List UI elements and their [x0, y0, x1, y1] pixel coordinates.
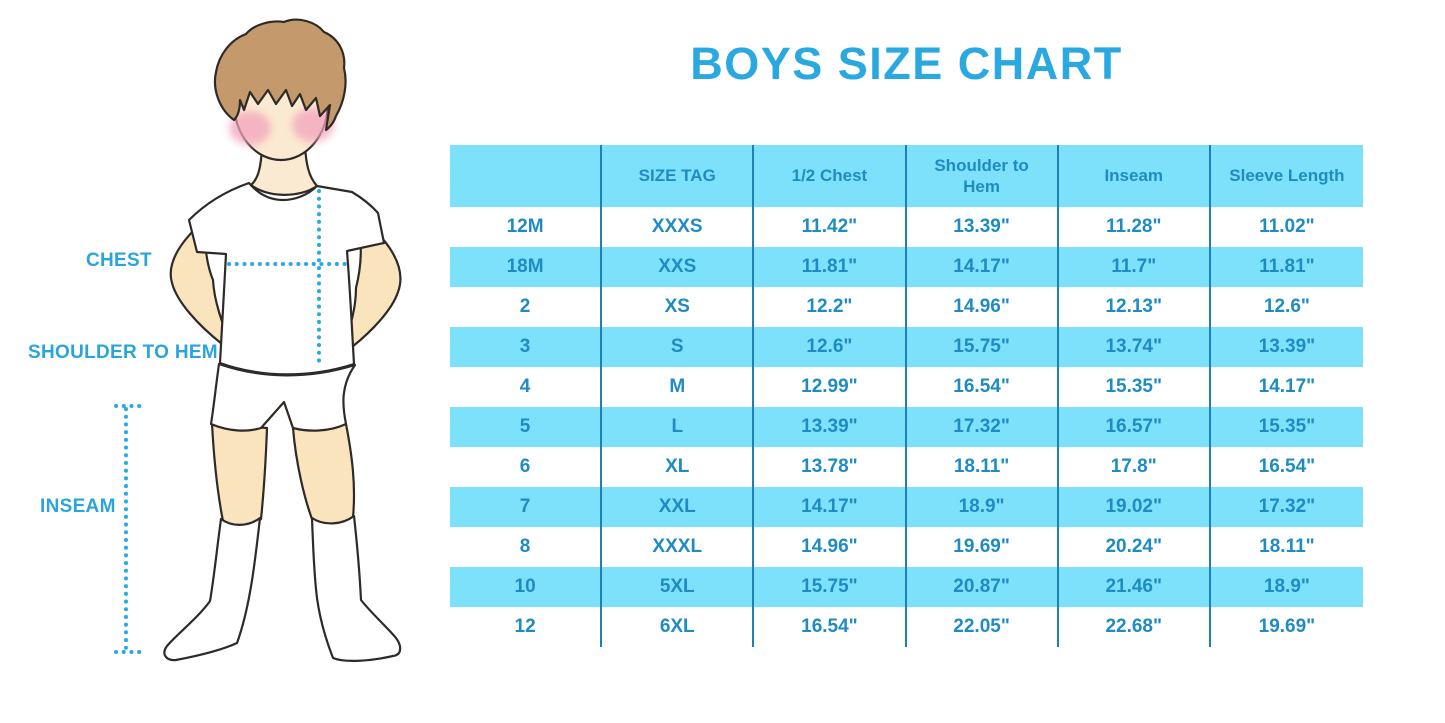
value-cell: 20.24" — [1059, 527, 1211, 567]
value-cell: 22.68" — [1059, 607, 1211, 647]
value-cell: XXXL — [602, 527, 755, 567]
value-cell: 11.28" — [1059, 207, 1211, 247]
value-cell: 16.54" — [907, 367, 1059, 407]
boy-left-sock — [163, 516, 262, 662]
value-cell: 13.74" — [1059, 327, 1211, 367]
value-cell: 6XL — [602, 607, 755, 647]
table-row: 12M XXXS 11.42" 13.39" 11.28" 11.02" — [450, 207, 1363, 247]
value-cell: 16.57" — [1059, 407, 1211, 447]
table-row: 5 L 13.39" 17.32" 16.57" 15.35" — [450, 407, 1363, 447]
boy-left-leg — [210, 422, 269, 528]
value-cell: 5XL — [602, 567, 755, 607]
value-cell: XXXS — [602, 207, 755, 247]
value-cell: 16.54" — [754, 607, 907, 647]
size-cell: 7 — [450, 487, 603, 527]
size-cell: 3 — [450, 327, 603, 367]
value-cell: 14.17" — [754, 487, 907, 527]
value-cell: 18.9" — [907, 487, 1059, 527]
table-row: 2 XS 12.2" 14.96" 12.13" 12.6" — [450, 287, 1363, 327]
value-cell: 17.32" — [1258, 496, 1316, 517]
value-cell: 15.75" — [754, 567, 907, 607]
size-cell: 12M — [450, 207, 603, 247]
shoulder-to-hem-label: SHOULDER TO HEM — [28, 342, 218, 363]
size-cell: 8 — [450, 527, 603, 567]
value-cell: 20.87" — [907, 567, 1059, 607]
boy-right-leg — [291, 422, 356, 525]
value-cell: 12.2" — [754, 287, 907, 327]
value-cell: S — [602, 327, 755, 367]
value-cell: 19.02" — [1059, 487, 1211, 527]
header-cell: 1/2 Chest — [754, 145, 907, 207]
value-cell: XXL — [602, 487, 755, 527]
size-cell: 4 — [450, 367, 603, 407]
value-cell: 18.11" — [1259, 536, 1315, 557]
header-cell: Inseam — [1059, 145, 1211, 207]
inseam-label: INSEAM — [40, 496, 116, 517]
value-cell: 15.75" — [907, 327, 1059, 367]
value-cell: 17.32" — [907, 407, 1059, 447]
boy-illustration — [114, 18, 402, 662]
value-cell: 18.9" — [1263, 576, 1310, 597]
value-cell: 14.17" — [907, 247, 1059, 287]
value-cell: 11.7" — [1059, 247, 1211, 287]
size-cell: 2 — [450, 287, 603, 327]
value-cell: 15.35" — [1059, 367, 1211, 407]
value-cell: XS — [602, 287, 755, 327]
value-cell: 19.69" — [1258, 616, 1316, 637]
value-cell: 16.54" — [1258, 456, 1316, 477]
value-cell: 13.39" — [1258, 336, 1316, 357]
value-cell: 11.81" — [754, 247, 907, 287]
size-cell: 5 — [450, 407, 603, 447]
value-cell: 13.39" — [754, 407, 907, 447]
header-cell: SIZE TAG — [602, 145, 755, 207]
size-cell: 18M — [450, 247, 603, 287]
value-cell: 14.17" — [1258, 376, 1316, 397]
value-cell: 11.42" — [754, 207, 907, 247]
value-cell: L — [602, 407, 755, 447]
table-row: 12 6XL 16.54" 22.05" 22.68" 19.69" — [450, 607, 1363, 647]
boy-right-sock — [310, 514, 402, 662]
table-row: 10 5XL 15.75" 20.87" 21.46" 18.9" — [450, 567, 1363, 607]
table-row: 18M XXS 11.81" 14.17" 11.7" 11.81" — [450, 247, 1363, 287]
size-cell: 10 — [450, 567, 603, 607]
value-cell: XXS — [602, 247, 755, 287]
header-cell: Shoulder to Hem — [907, 145, 1059, 207]
header-cell: Sleeve Length — [1229, 166, 1345, 186]
boy-blush-right — [292, 108, 334, 142]
boy-blush-left — [229, 111, 271, 145]
table-row: 7 XXL 14.17" 18.9" 19.02" 17.32" — [450, 487, 1363, 527]
value-cell: 11.81" — [1259, 256, 1315, 277]
table-header-row: SIZE TAG 1/2 Chest Shoulder to Hem Inseam Sl… — [450, 145, 1363, 207]
value-cell: M — [602, 367, 755, 407]
value-cell: 18.11" — [907, 447, 1059, 487]
table-row: 3 S 12.6" 15.75" 13.74" 13.39" — [450, 327, 1363, 367]
boy-tshirt — [187, 181, 386, 376]
size-chart-table: SIZE TAG 1/2 Chest Shoulder to Hem Inseam Sl… — [450, 145, 1363, 647]
value-cell: XL — [602, 447, 755, 487]
value-cell: 21.46" — [1059, 567, 1211, 607]
boy-hair — [213, 18, 347, 132]
value-cell: 14.96" — [907, 287, 1059, 327]
value-cell: 12.6" — [1263, 296, 1310, 317]
table-row: 6 XL 13.78" 18.11" 17.8" 16.54" — [450, 447, 1363, 487]
value-cell: 17.8" — [1059, 447, 1211, 487]
value-cell: 13.39" — [907, 207, 1059, 247]
value-cell: 19.69" — [907, 527, 1059, 567]
size-cell: 12 — [450, 607, 603, 647]
value-cell: 22.05" — [907, 607, 1059, 647]
page-title: BOYS SIZE CHART — [690, 38, 1123, 89]
header-cell-empty — [450, 145, 603, 207]
value-cell: 12.6" — [754, 327, 907, 367]
table-row: 8 XXXL 14.96" 19.69" 20.24" 18.11" — [450, 527, 1363, 567]
value-cell: 12.13" — [1059, 287, 1211, 327]
chest-label: CHEST — [86, 250, 152, 271]
value-cell: 15.35" — [1258, 416, 1316, 437]
value-cell: 11.02" — [1259, 216, 1315, 237]
table-row: 4 M 12.99" 16.54" 15.35" 14.17" — [450, 367, 1363, 407]
value-cell: 14.96" — [754, 527, 907, 567]
size-cell: 6 — [450, 447, 603, 487]
value-cell: 12.99" — [754, 367, 907, 407]
value-cell: 13.78" — [754, 447, 907, 487]
